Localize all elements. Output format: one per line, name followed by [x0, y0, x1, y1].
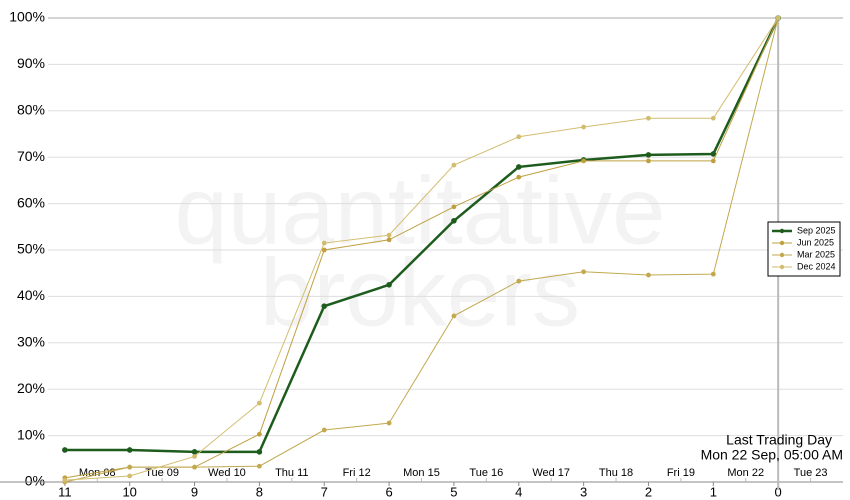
date-label: Wed 10 — [208, 467, 246, 479]
y-tick-label: 70% — [17, 148, 45, 164]
point — [710, 151, 717, 157]
point — [62, 447, 68, 453]
point — [386, 420, 392, 426]
x-tick-label: 0 — [775, 484, 782, 499]
marker-sublabel: Mon 22 Sep, 05:00 AM — [701, 447, 843, 463]
y-tick-label: 60% — [17, 194, 45, 210]
point — [386, 282, 392, 288]
point — [127, 464, 133, 470]
point — [192, 454, 197, 459]
marker-label: Last Trading Day — [726, 432, 832, 448]
x-tick-label: 5 — [450, 484, 457, 499]
point — [126, 447, 133, 453]
point — [62, 477, 68, 483]
point — [646, 158, 651, 164]
point — [645, 152, 652, 158]
point — [192, 464, 197, 470]
x-tick-label: 9 — [191, 484, 198, 499]
point — [710, 271, 716, 277]
y-tick-label: 100% — [9, 9, 45, 25]
point — [581, 158, 587, 164]
point — [515, 164, 522, 170]
date-label: Mon 15 — [403, 467, 440, 479]
point — [256, 400, 262, 406]
y-tick-label: 20% — [17, 380, 45, 396]
point — [516, 174, 522, 180]
x-tick-label: 8 — [256, 484, 263, 499]
point — [256, 463, 262, 469]
point — [256, 431, 262, 437]
legend-label: Dec 2024 — [797, 261, 836, 271]
point — [321, 427, 327, 433]
point — [775, 15, 781, 21]
point — [321, 247, 327, 253]
x-tick-label: 10 — [122, 484, 136, 499]
point — [516, 278, 522, 284]
x-tick-label: 4 — [515, 484, 522, 499]
x-tick-label: 1 — [710, 484, 717, 499]
point — [581, 269, 587, 275]
point — [321, 240, 327, 246]
x-tick-label: 6 — [385, 484, 392, 499]
x-tick-label: 11 — [58, 484, 72, 499]
date-label: Tue 09 — [145, 467, 179, 479]
point — [646, 272, 651, 278]
date-label: Tue 23 — [794, 467, 828, 479]
legend-label: Jun 2025 — [797, 237, 834, 247]
point — [191, 449, 198, 455]
point — [516, 134, 522, 140]
point — [451, 162, 457, 168]
y-tick-label: 10% — [17, 426, 45, 442]
point — [386, 232, 392, 238]
date-label: Thu 11 — [275, 467, 308, 479]
point — [256, 449, 263, 455]
date-label: Fri 19 — [667, 467, 695, 479]
date-label: Tue 16 — [469, 467, 503, 479]
legend: Sep 2025 Jun 2025 Mar 2025 Dec 2024 — [767, 221, 841, 277]
date-label: Thu 18 — [599, 467, 633, 479]
legend-label: Mar 2025 — [797, 249, 835, 259]
series-line — [64, 17, 779, 483]
date-label: Wed 17 — [532, 467, 570, 479]
legend-dot — [779, 240, 785, 246]
x-tick-label: 2 — [645, 484, 652, 499]
legend-label: Sep 2025 — [797, 225, 836, 235]
point — [710, 115, 716, 121]
legend-dot — [779, 228, 785, 234]
point — [451, 313, 457, 319]
legend-dot — [779, 264, 785, 270]
y-tick-label: 50% — [17, 241, 45, 257]
x-tick-label: 3 — [580, 484, 587, 499]
date-label: Fri 12 — [343, 467, 371, 479]
point — [127, 473, 133, 479]
watermark: quantitative — [174, 157, 665, 264]
point — [581, 124, 587, 130]
series-line — [64, 17, 780, 454]
point — [386, 237, 392, 243]
y-tick-label: 80% — [17, 102, 45, 118]
point — [710, 158, 716, 164]
series-line — [64, 17, 779, 481]
point — [321, 303, 328, 309]
y-tick-label: 0% — [25, 473, 45, 489]
y-tick-label: 30% — [17, 334, 45, 350]
x-tick-label: 7 — [321, 484, 328, 499]
point — [451, 217, 457, 224]
legend-dot — [779, 252, 785, 258]
date-label: Mon 22 — [727, 467, 764, 479]
y-tick-label: 40% — [17, 287, 45, 303]
point — [646, 115, 651, 121]
y-tick-label: 90% — [17, 55, 45, 71]
point — [451, 204, 457, 210]
